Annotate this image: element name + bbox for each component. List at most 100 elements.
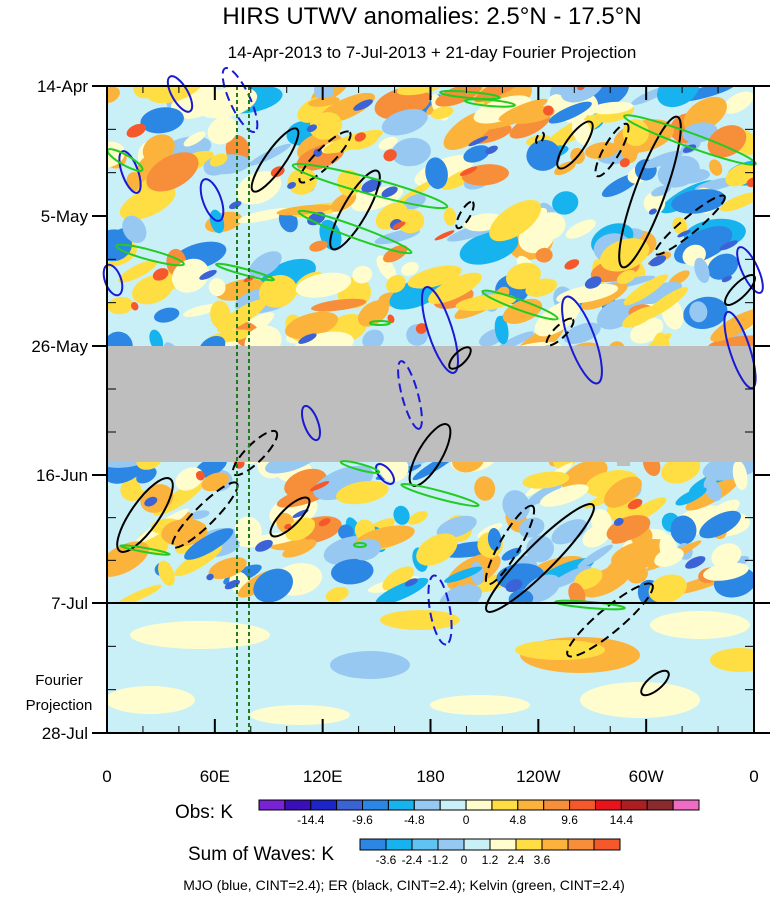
anomaly-blob <box>508 589 534 603</box>
colorbar-swatch <box>593 838 621 851</box>
anomaly-blob <box>428 272 482 304</box>
chart-subtitle: 14-Apr-2013 to 7-Jul-2013 + 21-day Fouri… <box>228 43 637 62</box>
colorbar-tick-label: 2.4 <box>508 853 525 867</box>
er-contour <box>640 669 670 697</box>
anomaly-blob <box>703 478 722 502</box>
x-tick-label: 60E <box>200 767 230 786</box>
anomaly-blob <box>140 107 184 134</box>
obs-colorbar: -14.4 -9.6 -4.8 0 4.8 9.6 14.4 <box>258 799 700 827</box>
anomaly-blob <box>284 311 339 339</box>
anomaly-core <box>387 314 395 324</box>
colorbar-swatch <box>336 799 364 811</box>
er-contour-negative <box>535 131 545 145</box>
anomaly-blob <box>236 171 282 205</box>
y-tick-label: 5-May <box>41 207 89 226</box>
anomaly-blob <box>381 108 428 136</box>
anomaly-core <box>648 208 657 215</box>
anomaly-blob <box>330 558 374 585</box>
anomaly-core <box>195 470 205 481</box>
kelvin-contour <box>369 320 391 326</box>
anomaly-core <box>206 573 214 581</box>
anomaly-blob <box>146 152 199 192</box>
colorbar-swatch <box>359 838 387 851</box>
anomaly-blob <box>616 270 637 284</box>
y-tick-label: 28-Jul <box>42 724 88 743</box>
anomaly-blob <box>122 215 147 244</box>
anomaly-blob <box>357 300 389 327</box>
anomaly-blob <box>443 207 457 227</box>
mjo-contour <box>300 404 322 442</box>
anomaly-blob <box>208 278 226 297</box>
anomaly-blob <box>295 272 352 298</box>
er-contour-negative <box>171 481 239 549</box>
anomaly-blob <box>526 535 554 563</box>
anomaly-blob <box>732 460 748 490</box>
er-contour <box>269 496 311 538</box>
x-tick-label: 0 <box>102 767 111 786</box>
projection-blob <box>250 705 350 725</box>
anomaly-blob <box>201 472 229 492</box>
anomaly-blob <box>671 189 726 214</box>
y-tick-label: 14-Apr <box>37 77 88 96</box>
anomaly-blob <box>539 484 589 507</box>
anomaly-blob <box>416 533 458 566</box>
anomaly-blob <box>444 566 483 583</box>
anomaly-core <box>292 509 309 518</box>
anomaly-blob <box>285 517 316 541</box>
anomaly-blob <box>276 204 334 216</box>
anomaly-blob <box>565 219 596 239</box>
anomaly-blob <box>548 101 592 124</box>
obs-scale-label: Obs: K <box>175 802 233 823</box>
anomaly-blob <box>313 465 374 501</box>
anomaly-blob <box>323 129 384 154</box>
anomaly-blob <box>216 299 267 333</box>
anomaly-core <box>564 259 580 270</box>
anomaly-blob <box>487 527 502 551</box>
colorbar-swatch <box>362 799 389 811</box>
missing-data-band <box>107 346 754 466</box>
er-contour-negative <box>566 582 654 658</box>
projection-label-2: Projection <box>26 697 93 714</box>
anomaly-blob <box>643 150 683 169</box>
anomaly-blob <box>383 245 408 263</box>
anomaly-blob <box>699 510 741 539</box>
anomaly-core <box>619 158 630 168</box>
anomaly-blob <box>670 515 697 545</box>
anomaly-blob <box>604 553 642 584</box>
anomaly-blob <box>455 294 517 312</box>
anomaly-blob <box>501 547 522 561</box>
anomaly-blob <box>115 584 162 603</box>
anomaly-blob <box>325 586 349 602</box>
footnote: MJO (blue, CINT=2.4); ER (black, CINT=2.… <box>183 877 625 893</box>
colorbar-swatch <box>646 799 674 811</box>
projection-blob <box>107 686 195 714</box>
axes: 14-Apr 5-May 26-May 16-Jun 7-Jul 28-Jul 0 60E 12… <box>31 77 770 786</box>
waves-scale-label: Sum of Waves: K <box>188 844 334 865</box>
projection-blob <box>710 648 754 672</box>
anomaly-blob <box>425 157 448 189</box>
anomaly-blob <box>498 98 548 122</box>
anomaly-blob <box>183 131 206 147</box>
projection-blob <box>380 610 460 630</box>
anomaly-blob <box>591 509 612 535</box>
colorbar-tick-label: 14.4 <box>610 813 634 827</box>
x-tick-label: 60W <box>629 767 664 786</box>
x-tick-label: 120E <box>303 767 343 786</box>
kelvin-contour <box>439 90 501 100</box>
anomaly-core <box>284 523 292 530</box>
anomaly-core <box>459 166 478 176</box>
anomaly-blob <box>689 301 708 323</box>
anomaly-blob <box>682 122 718 143</box>
anomaly-core <box>649 255 667 267</box>
anomaly-blob <box>463 145 490 163</box>
anomaly-blob <box>439 584 482 603</box>
kelvin-contour <box>119 544 171 556</box>
anomaly-blob <box>124 489 144 500</box>
anomaly-core <box>677 230 691 238</box>
anomaly-blob <box>551 519 588 545</box>
anomaly-blob <box>183 304 219 317</box>
anomaly-core <box>404 578 418 587</box>
anomaly-core <box>353 99 373 111</box>
colorbar-swatch <box>569 799 596 811</box>
anomaly-blob <box>526 139 561 171</box>
